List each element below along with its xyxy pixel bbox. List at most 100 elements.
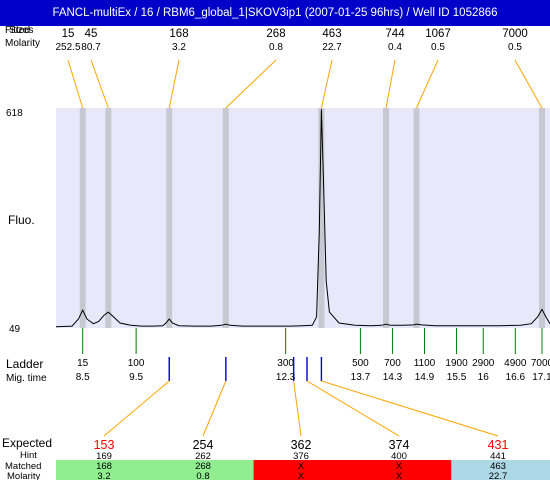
peak-size: 744 (385, 28, 405, 40)
molarity-value: X (396, 471, 403, 480)
peak-molarity: 22.7 (322, 42, 342, 53)
peak-size: 15 (62, 28, 75, 40)
expected-value: 153 (94, 438, 115, 452)
peak-band (166, 108, 173, 328)
ladder-time: 16.6 (506, 372, 526, 383)
y-max-label: 618 (6, 108, 23, 119)
axis-labels: 618 49 Fluo. (6, 108, 35, 335)
peak-molarity: 0.5 (431, 42, 445, 53)
matched-value: X (396, 461, 403, 472)
peak-molarity: 0.4 (388, 42, 402, 53)
ladder-time: 12.3 (276, 372, 296, 383)
table-cell-bg (352, 460, 452, 480)
peak-molarity: 0.8 (269, 42, 283, 53)
hint-value: 169 (96, 451, 112, 462)
expected-label: Expected (2, 436, 52, 450)
expected-connector-line (202, 380, 227, 437)
peak-molarity: 3.2 (172, 42, 186, 53)
peak-bands (79, 108, 545, 328)
ladder-time: 16 (478, 372, 490, 383)
expected-value: 374 (389, 438, 410, 452)
peak-band (383, 108, 390, 328)
peak-band (79, 108, 86, 328)
matched-value: 168 (96, 461, 112, 472)
y-min-label: 49 (9, 324, 21, 335)
ladder-size: 15 (77, 358, 89, 369)
peak-band (318, 108, 325, 328)
molarity-label: Molarity (5, 38, 40, 49)
peak-connector-line (416, 59, 439, 109)
hint-value: 441 (490, 451, 506, 462)
hint-value: 400 (391, 451, 407, 462)
expected-connector-line (293, 380, 302, 437)
peak-connectors (67, 59, 543, 109)
ladder-time: 14.3 (383, 372, 403, 383)
peak-connector-line (514, 59, 543, 109)
molarity-row-label: Molarity (7, 471, 41, 480)
ladder-time: 17.1 (532, 372, 550, 383)
peak-connector-line (385, 59, 396, 109)
peak-band (538, 108, 545, 328)
matched-label: Matched (5, 461, 41, 472)
window-title: FANCL-multiEx / 16 / RBM6_global_1|SKOV3… (0, 0, 550, 26)
hint-value: 262 (195, 451, 211, 462)
ladder-size: 300 (277, 358, 294, 369)
expected-value: 254 (193, 438, 214, 452)
expected-connector-line (306, 380, 400, 437)
molarity-value: 22.7 (489, 471, 508, 480)
ladder-size: 7000 (531, 358, 550, 369)
matched-value: 268 (195, 461, 211, 472)
peak-connector-line (90, 59, 109, 109)
ladder-time: 8.5 (76, 372, 90, 383)
peak-band (413, 108, 420, 328)
plot-area (56, 108, 550, 328)
peak-connector-line (67, 59, 84, 109)
ladder-size: 2900 (472, 358, 495, 369)
peak-size: 7000 (502, 28, 528, 40)
hint-label: Hint (20, 450, 37, 461)
ladder-size: 500 (352, 358, 369, 369)
ladder-time: 9.5 (129, 372, 143, 383)
trace-layer (55, 109, 550, 328)
expected-connector-line (103, 380, 170, 437)
ladder-label: Ladder (6, 357, 43, 371)
matched-value: 463 (490, 461, 506, 472)
peak-molarity: 80.7 (81, 42, 101, 53)
y-axis-label: Fluo. (8, 213, 35, 227)
expected-value: 431 (488, 438, 509, 452)
ladder-row: Ladder Mig. time 15 8.5 100 9.5 300 12.3 500 13.7… (6, 328, 550, 384)
molarity-value: 0.8 (196, 471, 209, 480)
peak-molarity: 0.5 (508, 42, 522, 53)
peak-band (105, 108, 112, 328)
table-cell-bg (56, 460, 156, 480)
table-cell-bg (154, 460, 255, 480)
ladder-size: 700 (384, 358, 401, 369)
molarity-value: 3.2 (97, 471, 110, 480)
peak-size: 45 (85, 28, 98, 40)
ladder-time: 15.5 (447, 372, 467, 383)
electropherogram-trace (55, 109, 550, 328)
ladder-size: 4900 (504, 358, 527, 369)
sizes-label: Sizes (9, 25, 33, 36)
ladder-size: 100 (128, 358, 145, 369)
fitted-label: Fitted (5, 25, 30, 36)
peak-connector-line (225, 59, 277, 109)
peak-connector-line (320, 59, 333, 109)
hint-value: 376 (293, 451, 309, 462)
peak-connector-line (168, 59, 180, 109)
ladder-size: 1100 (414, 358, 436, 369)
matched-value: X (298, 461, 305, 472)
expected-value: 362 (291, 438, 312, 452)
ladder-time: 13.7 (351, 372, 371, 383)
table-cell-bg (451, 460, 550, 480)
peak-size: 1067 (425, 28, 451, 40)
peak-molarity: 252.5 (55, 42, 80, 53)
molarity-value: X (298, 471, 305, 480)
peak-size: 268 (266, 28, 285, 40)
table-cell-bg (253, 460, 353, 480)
peak-size: 168 (169, 28, 188, 40)
expected-connector-line (321, 380, 499, 437)
